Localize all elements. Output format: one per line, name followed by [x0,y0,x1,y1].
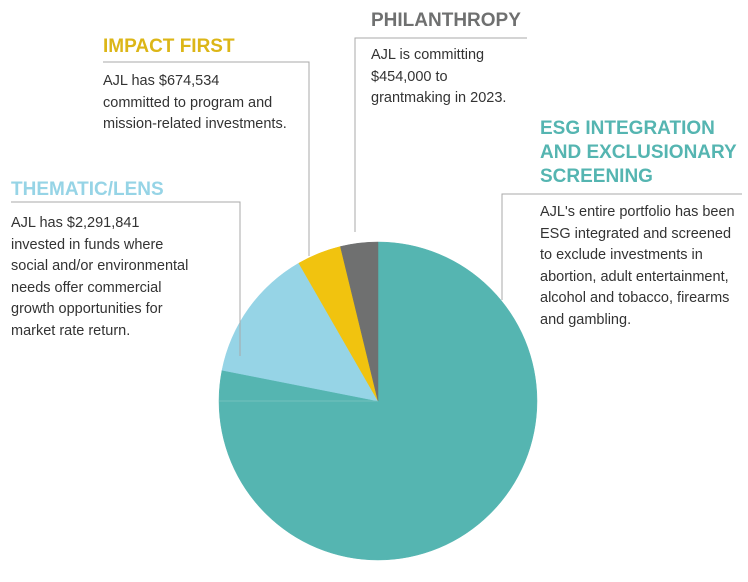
esg-line: AJL's entire portfolio has been [540,204,735,220]
leader-line-thematic [11,201,241,356]
thematic-line: needs offer commercial [11,279,162,296]
thematic-description: AJL has $2,291,841 invested in funds whe… [11,213,211,342]
impact-first-line: committed to program and [103,94,273,111]
leader-line-philanthropy [354,37,527,232]
esg-heading-line: AND EXCLUSIONARY [540,142,737,163]
pie-slices [218,241,538,561]
impact-first-description: AJL has $674,534 committed to program an… [103,71,308,136]
philanthropy-description: AJL is committing $454,000 to grantmakin… [371,45,541,110]
esg-line: and gambling. [540,311,632,328]
esg-heading-line: SCREENING [540,166,653,187]
esg-heading-line: ESG INTEGRATION [540,118,715,139]
philanthropy-line: grantmaking in 2023. [371,90,507,106]
impact-first-line: mission-related investments. [103,116,287,132]
leader-line-esg [501,193,742,300]
thematic-line: invested in funds where [11,236,164,253]
esg-line: ESG integrated and screened [540,225,732,242]
philanthropy-line: $454,000 to [371,68,448,85]
thematic-line: market rate return. [11,322,131,339]
slice-philanthropy [340,241,379,402]
leader-line-impact-first [103,61,310,256]
slice-thematic [221,262,379,402]
esg-line: abortion, adult entertainment, [540,268,729,285]
thematic-line: growth opportunities for [11,301,163,317]
philanthropy-line: AJL is committing [371,47,485,63]
philanthropy-heading: PHILANTHROPY [371,10,521,31]
impact-first-heading: IMPACT FIRST [103,36,235,57]
thematic-line: social and/or environmental [11,258,189,274]
esg-description: AJL's entire portfolio has been ESG inte… [540,202,745,331]
esg-line: to exclude investments in [540,247,703,263]
thematic-line: AJL has $2,291,841 [11,215,140,231]
thematic-heading: THEMATIC/LENS [11,179,164,200]
leader-lines [11,37,742,356]
impact-first-line: AJL has $674,534 [103,73,220,89]
esg-line: alcohol and tobacco, firearms [540,290,730,306]
esg-heading: ESG INTEGRATION AND EXCLUSIONARY SCREENI… [540,117,740,189]
